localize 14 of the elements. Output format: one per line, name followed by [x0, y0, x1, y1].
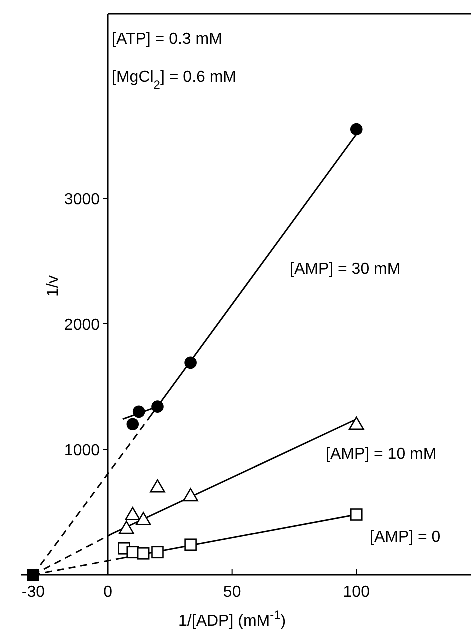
annotation: [AMP] = 0 [370, 529, 441, 546]
y-tick-label: 2000 [64, 316, 100, 334]
y-tick-label: 3000 [64, 191, 100, 208]
x-tick-label: -30 [22, 584, 46, 601]
annotation: [MgCl$_{2}$] = 0.6 mM [112, 69, 237, 92]
x-axis-title: 1/[ADP] (mM$^{-1}$) [178, 608, 286, 630]
x-tick-label: 50 [223, 584, 242, 601]
annotation: [AMP] = 30 mM [290, 261, 401, 278]
y-axis-title: 1/v [45, 276, 62, 298]
annotation: [AMP] = 10 mM [326, 446, 437, 463]
x-tick-label: 0 [104, 584, 113, 601]
x-tick-label: 100 [343, 584, 370, 601]
annotation: [ATP] = 0.3 mM [112, 31, 222, 48]
y-tick-label: 1000 [64, 442, 100, 460]
